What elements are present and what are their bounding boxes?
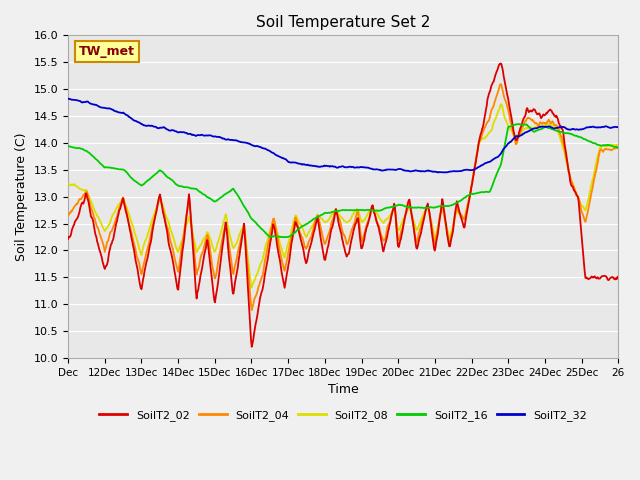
Legend: SoilT2_02, SoilT2_04, SoilT2_08, SoilT2_16, SoilT2_32: SoilT2_02, SoilT2_04, SoilT2_08, SoilT2_… bbox=[95, 406, 591, 425]
Y-axis label: Soil Temperature (C): Soil Temperature (C) bbox=[15, 132, 28, 261]
X-axis label: Time: Time bbox=[328, 383, 358, 396]
Title: Soil Temperature Set 2: Soil Temperature Set 2 bbox=[256, 15, 430, 30]
Text: TW_met: TW_met bbox=[79, 45, 135, 58]
